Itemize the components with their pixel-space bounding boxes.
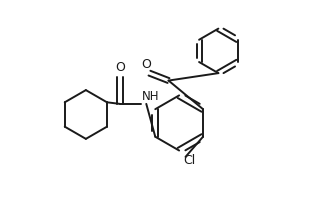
Text: NH: NH — [142, 90, 160, 103]
Text: O: O — [141, 58, 151, 71]
Text: O: O — [115, 61, 125, 74]
Text: Cl: Cl — [183, 153, 196, 167]
